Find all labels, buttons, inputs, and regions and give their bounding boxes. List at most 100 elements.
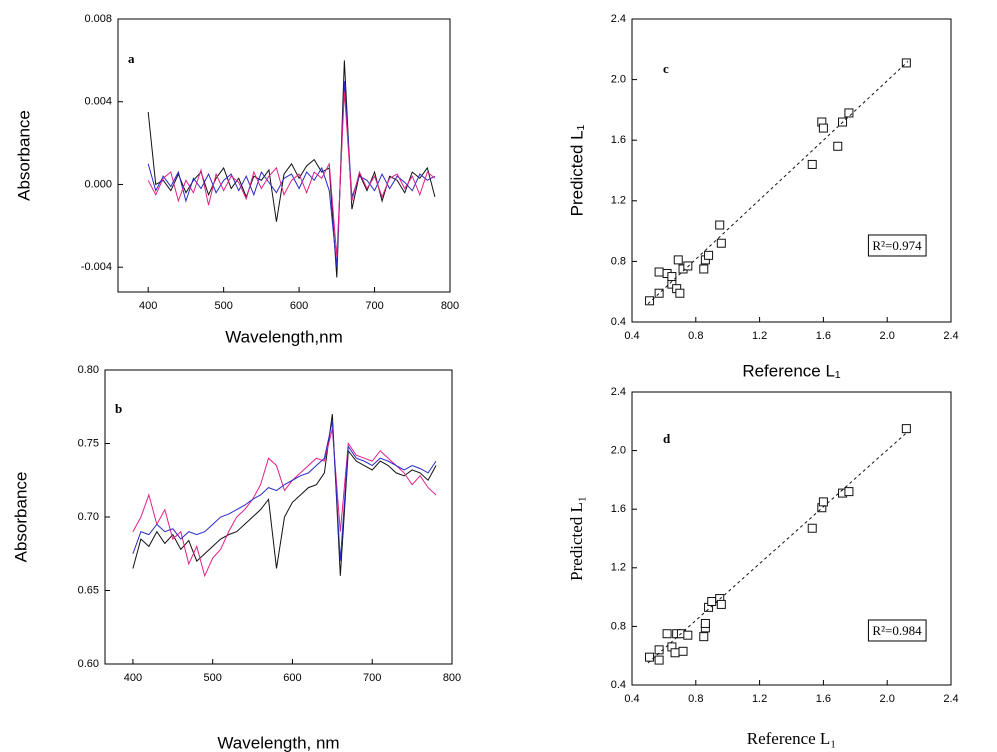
plot-frame <box>117 18 451 293</box>
y-tick-label: 1.2 <box>611 562 626 574</box>
plot-frame <box>104 369 453 665</box>
x-tick-label: 800 <box>441 300 459 312</box>
y-tick-label: 1.2 <box>611 195 626 207</box>
y-axis-title: Predicted L₁ <box>567 496 586 581</box>
data-point <box>818 497 828 507</box>
data-point <box>662 629 672 639</box>
x-tick-label: 1.6 <box>816 693 831 705</box>
fit-line <box>647 61 909 305</box>
data-point <box>654 288 664 298</box>
y-axis-title: Predicted L₁ <box>567 124 586 216</box>
data-point <box>818 123 828 133</box>
fit-line <box>647 431 909 664</box>
y-tick-label: 0.8 <box>611 255 626 267</box>
data-point <box>645 652 655 662</box>
y-tick-label: 0.8 <box>611 620 626 632</box>
y-tick-label: 0.65 <box>78 584 99 596</box>
spectrum-line <box>132 428 437 578</box>
x-tick-label: 500 <box>214 300 232 312</box>
x-axis-title: Wavelength, nm <box>217 733 339 752</box>
data-point <box>715 220 725 230</box>
plot-frame <box>631 391 952 686</box>
x-tick-label: 400 <box>139 300 157 312</box>
x-tick-label: 0.8 <box>688 693 703 705</box>
spectrum-line <box>147 91 436 257</box>
x-tick-label: 2.0 <box>880 693 895 705</box>
data-point <box>654 645 664 655</box>
panel-label: b <box>115 401 122 416</box>
data-point <box>670 648 680 658</box>
data-point <box>699 632 709 642</box>
spectrum-line <box>132 421 437 562</box>
data-point <box>807 523 817 533</box>
x-tick-label: 600 <box>290 300 308 312</box>
panel-label: d <box>663 431 671 446</box>
data-point <box>707 596 717 606</box>
data-point <box>678 646 688 656</box>
x-tick-label: 1.6 <box>816 330 831 342</box>
data-point <box>645 296 655 306</box>
annotation: R²=0.974 <box>872 238 922 253</box>
x-tick-label: 0.8 <box>688 330 703 342</box>
y-tick-label: 1.6 <box>611 503 626 515</box>
spectrum-line <box>147 81 436 268</box>
y-axis-title: Absorbance <box>14 110 33 201</box>
panel-label: a <box>128 51 135 66</box>
x-axis-title: Reference L₁ <box>747 729 836 748</box>
annotation-box <box>867 619 927 642</box>
data-point <box>673 255 683 265</box>
x-axis-title: Wavelength,nm <box>225 327 342 346</box>
y-tick-label: 0.008 <box>84 13 112 25</box>
y-tick-label: 0.60 <box>78 658 99 670</box>
x-tick-label: 400 <box>124 672 142 684</box>
y-tick-label: 0.70 <box>78 511 99 523</box>
x-tick-label: 700 <box>363 672 381 684</box>
x-tick-label: 2.4 <box>943 693 958 705</box>
data-point <box>675 288 685 298</box>
y-tick-label: 0.000 <box>84 178 112 190</box>
y-tick-label: -0.004 <box>81 261 112 273</box>
y-axis-title: Absorbance <box>11 472 30 563</box>
x-tick-label: 1.2 <box>752 693 767 705</box>
x-tick-label: 500 <box>204 672 222 684</box>
y-tick-label: 2.0 <box>611 74 626 86</box>
annotation-box <box>867 234 927 257</box>
panel-label: c <box>663 61 669 76</box>
data-point <box>700 618 710 628</box>
y-tick-label: 0.80 <box>78 364 99 376</box>
y-tick-label: 0.75 <box>78 437 99 449</box>
data-point <box>901 58 911 68</box>
data-point <box>699 264 709 274</box>
y-tick-label: 0.4 <box>611 679 626 691</box>
data-point <box>704 250 714 260</box>
x-tick-label: 1.2 <box>752 330 767 342</box>
data-point <box>654 655 664 665</box>
y-tick-label: 2.4 <box>611 13 626 25</box>
data-point <box>901 424 911 434</box>
x-tick-label: 2.0 <box>880 330 895 342</box>
data-point <box>833 141 843 151</box>
x-tick-label: 800 <box>443 672 461 684</box>
data-point <box>844 108 854 118</box>
data-point <box>667 272 677 282</box>
y-tick-label: 0.4 <box>611 316 626 328</box>
y-tick-label: 1.6 <box>611 134 626 146</box>
data-point <box>716 238 726 248</box>
x-tick-label: 0.4 <box>624 693 639 705</box>
data-point <box>654 267 664 277</box>
y-tick-label: 2.0 <box>611 445 626 457</box>
data-point <box>844 487 854 497</box>
data-point <box>683 261 693 271</box>
data-point <box>683 630 693 640</box>
y-tick-label: 2.4 <box>611 386 626 398</box>
data-point <box>716 599 726 609</box>
x-axis-title: Reference L₁ <box>742 361 841 380</box>
x-tick-label: 600 <box>283 672 301 684</box>
data-point <box>807 159 817 169</box>
x-tick-label: 2.4 <box>943 330 958 342</box>
y-tick-label: 0.004 <box>84 96 112 108</box>
spectrum-line <box>147 60 436 278</box>
spectrum-line <box>132 414 437 576</box>
x-tick-label: 700 <box>365 300 383 312</box>
